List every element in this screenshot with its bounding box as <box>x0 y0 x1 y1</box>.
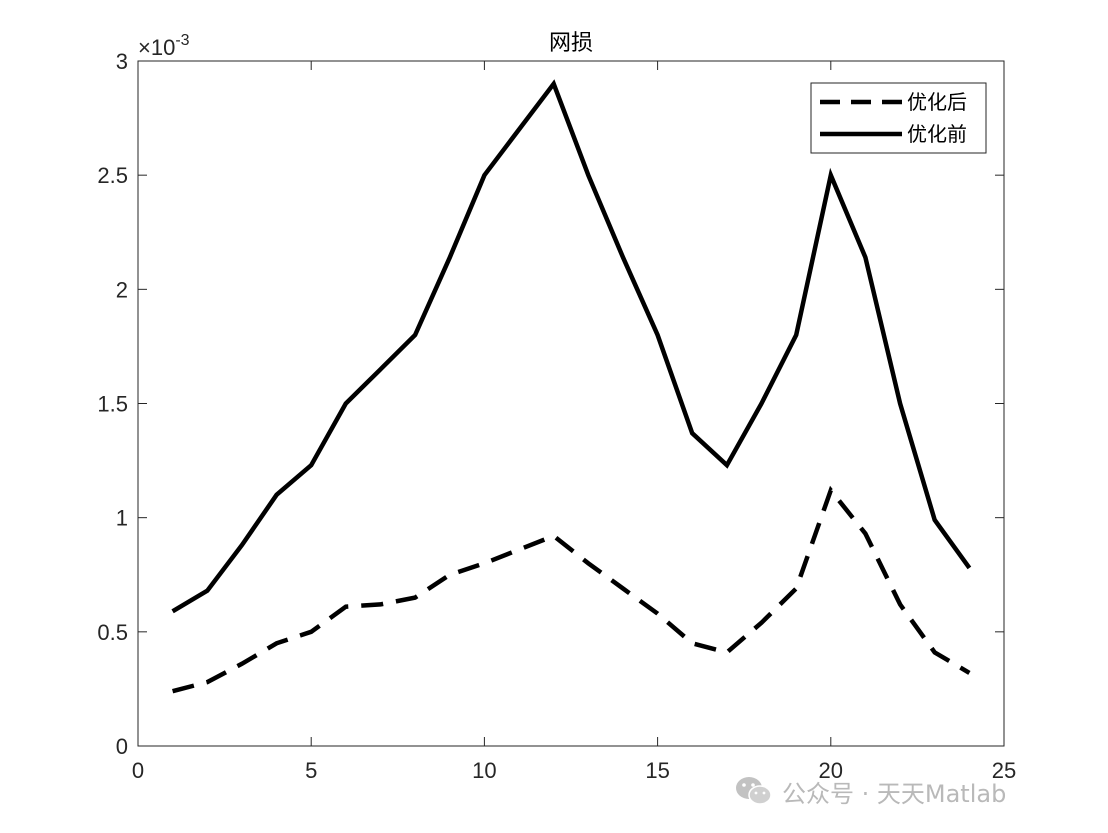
series-line-2 <box>171 79 972 614</box>
x-tick-label: 0 <box>132 758 144 783</box>
legend-label: 优化后 <box>907 90 967 114</box>
y-tick-label: 2.5 <box>97 163 128 188</box>
series-lines <box>171 79 972 694</box>
x-tick-labels: 0 5 10 15 20 25 <box>132 758 1016 783</box>
tick-marks <box>137 60 1005 747</box>
x-tick-label: 15 <box>645 758 669 783</box>
y-tick-label: 0 <box>116 734 128 759</box>
x-tick-label: 25 <box>992 758 1016 783</box>
plot-area-box <box>137 60 1005 747</box>
legend-box <box>810 82 987 154</box>
axes <box>137 60 1005 747</box>
y-tick-label: 2 <box>116 277 128 302</box>
series-line-1 <box>172 485 971 694</box>
wechat-icon <box>736 777 772 805</box>
y-tick-label: 3 <box>116 49 128 74</box>
y-tick-label: 1.5 <box>97 392 128 417</box>
legend-label: 优化前 <box>907 122 967 146</box>
svg-text:×10-3: ×10-3 <box>138 32 190 60</box>
watermark-text: 公众号 · 天天Matlab <box>782 779 1007 808</box>
x-tick-label: 5 <box>305 758 317 783</box>
chart-title: 网损 <box>549 31 593 56</box>
x-tick-label: 10 <box>472 758 496 783</box>
x-tick-label: 20 <box>819 758 843 783</box>
y-axis-exponent: ×10-3 <box>138 32 190 60</box>
y-exponent-base: ×10 <box>138 35 175 60</box>
y-tick-label: 0.5 <box>97 620 128 645</box>
y-exponent-power: -3 <box>175 32 189 49</box>
y-tick-labels: 0 0.5 1 1.5 2 2.5 3 <box>97 49 128 759</box>
watermark: 公众号 · 天天Matlab <box>734 770 1006 812</box>
y-tick-label: 1 <box>116 506 128 531</box>
